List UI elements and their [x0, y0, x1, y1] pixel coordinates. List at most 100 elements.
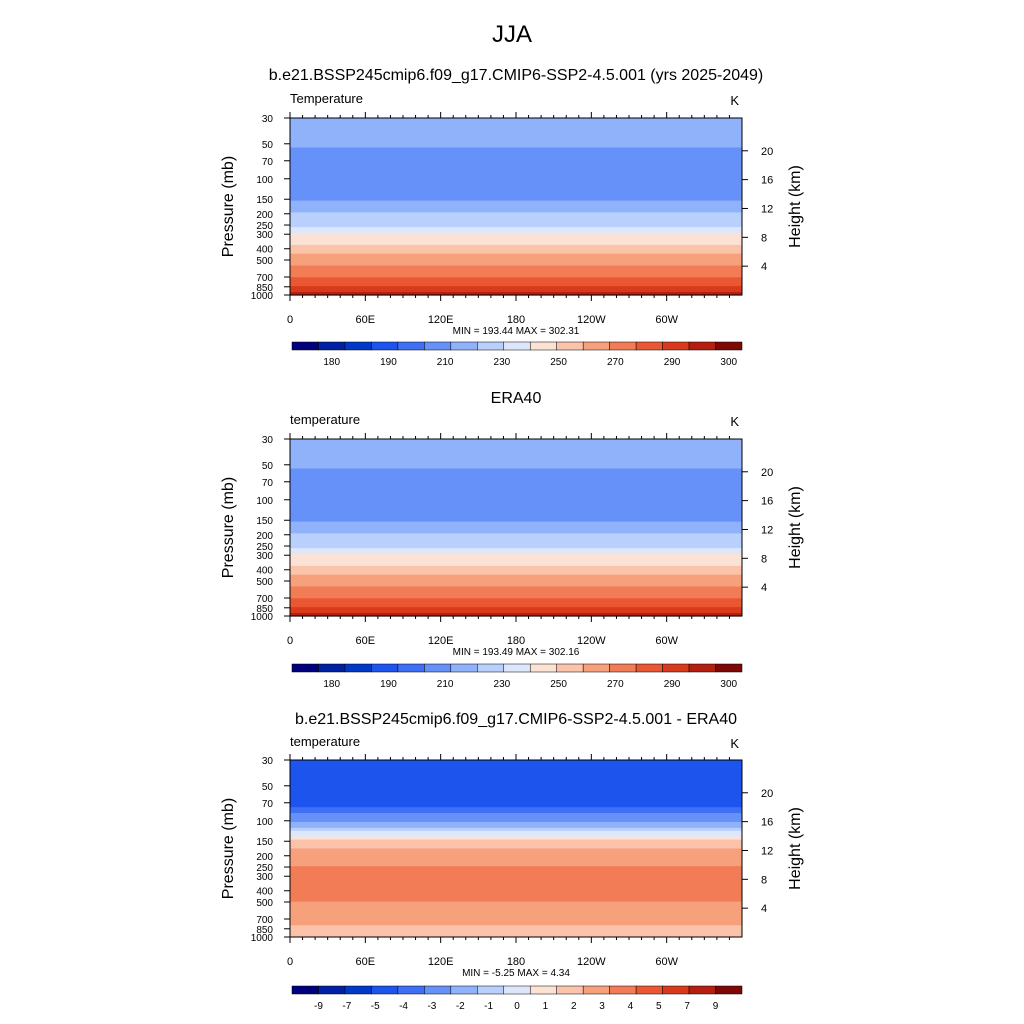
contour-band — [290, 816, 742, 820]
contour-band — [290, 120, 742, 125]
x-tick-label: 60E — [356, 314, 376, 326]
colorbar-swatch — [688, 341, 716, 351]
contour-band — [290, 875, 742, 879]
y-tick-label: 500 — [256, 256, 273, 267]
contour-band — [290, 789, 742, 794]
y-tick-label: 70 — [262, 478, 274, 489]
contour-band — [290, 495, 742, 499]
contour-band — [290, 206, 742, 211]
y-tick-label: 100 — [256, 175, 273, 186]
y-tick-label: 400 — [256, 887, 273, 898]
contour-band — [290, 500, 742, 505]
contour-band — [290, 780, 742, 785]
contour-band — [290, 200, 742, 205]
contour-band — [290, 798, 742, 802]
y-tick-label: 500 — [256, 898, 273, 909]
contour-band — [290, 253, 742, 258]
y-right-tick-label: 4 — [761, 261, 767, 273]
y-tick-label: 400 — [256, 245, 273, 256]
contour-band — [290, 280, 742, 284]
colorbar-swatch — [582, 341, 610, 351]
contour-band — [290, 209, 742, 213]
x-tick-label: 120E — [428, 956, 454, 968]
contour-band — [290, 188, 742, 193]
contour-band — [290, 851, 742, 855]
contour-band — [290, 156, 742, 160]
contour-band — [290, 574, 742, 579]
colorbar-label: 190 — [380, 679, 397, 690]
colorbar-swatch — [662, 663, 690, 673]
contour-band — [290, 869, 742, 873]
contour-band — [290, 450, 742, 455]
colorbar-swatch — [318, 663, 346, 673]
contour-band — [290, 860, 742, 864]
colorbar-label: 290 — [664, 357, 681, 368]
contour-band — [290, 804, 742, 808]
x-tick-label: 60E — [356, 635, 376, 647]
y-tick-label: 300 — [256, 230, 273, 241]
contour-band — [290, 274, 742, 278]
contour-band — [290, 292, 742, 296]
contour-band — [290, 833, 742, 838]
contour-band — [290, 265, 742, 270]
contour-band — [290, 168, 742, 172]
colorbar-swatch — [318, 341, 346, 351]
colorbar-label: -9 — [314, 1001, 323, 1012]
panel-title: b.e21.BSSP245cmip6.f09_g17.CMIP6-SSP2-4.… — [269, 67, 764, 84]
contour-band — [290, 132, 742, 137]
colorbar-swatch — [371, 341, 399, 351]
contour-band — [290, 548, 742, 552]
contour-band — [290, 595, 742, 599]
contour-band — [290, 845, 742, 850]
panel-field-label: temperature — [290, 412, 360, 427]
panel-units: K — [730, 93, 739, 108]
x-tick-label: 120W — [577, 635, 606, 647]
colorbar-label: 190 — [380, 357, 397, 368]
panel-units: K — [730, 736, 739, 751]
panel-title: b.e21.BSSP245cmip6.f09_g17.CMIP6-SSP2-4.… — [295, 711, 737, 728]
x-tick-label: 0 — [287, 635, 293, 647]
contour-band — [290, 610, 742, 614]
x-tick-label: 120W — [577, 956, 606, 968]
contour-band — [290, 536, 742, 540]
colorbar-swatch — [688, 663, 716, 673]
contour-band — [290, 215, 742, 219]
colorbar-swatch — [715, 663, 743, 673]
contour-band — [290, 162, 742, 166]
x-tick-label: 0 — [287, 314, 293, 326]
x-tick-label: 180 — [507, 314, 525, 326]
contour-band — [290, 598, 742, 602]
y-tick-label: 250 — [256, 542, 273, 553]
contour-band — [290, 197, 742, 202]
colorbar-swatch — [715, 985, 743, 995]
y-tick-label: 100 — [256, 496, 273, 507]
contour-band — [290, 126, 742, 131]
contour-band — [290, 777, 742, 782]
contour-band — [290, 821, 742, 826]
contour-band — [290, 827, 742, 832]
y-right-tick-label: 8 — [761, 553, 767, 565]
contour-band — [290, 123, 742, 128]
contour-band — [290, 607, 742, 611]
contour-band — [290, 771, 742, 776]
contour-band — [290, 277, 742, 281]
contour-band — [290, 810, 742, 814]
colorbar-swatch — [635, 663, 663, 673]
contour-band — [290, 515, 742, 520]
contour-band — [290, 934, 742, 938]
y-right-tick-label: 4 — [761, 582, 767, 594]
contour-band — [290, 907, 742, 912]
colorbar-swatch — [556, 985, 584, 995]
y-tick-label: 300 — [256, 872, 273, 883]
y-tick-label: 30 — [262, 756, 274, 767]
contour-band — [290, 262, 742, 267]
contour-band — [290, 138, 742, 143]
colorbar-swatch — [529, 663, 557, 673]
colorbar-label: 250 — [550, 679, 567, 690]
colorbar-swatch — [503, 663, 531, 673]
colorbar-label: -3 — [427, 1001, 436, 1012]
y-tick-label: 850 — [256, 283, 273, 294]
colorbar-swatch — [344, 341, 372, 351]
colorbar-swatch — [556, 663, 584, 673]
contour-band — [290, 236, 742, 240]
